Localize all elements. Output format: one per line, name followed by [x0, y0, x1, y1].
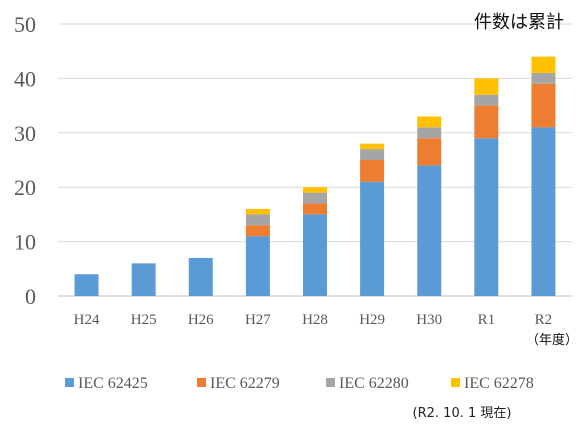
y-tick-label-50: 50 — [14, 12, 36, 37]
bar-R2-series-4 — [531, 56, 556, 73]
bar-H28-series-1 — [303, 214, 327, 296]
bar-R1-series-3 — [474, 94, 499, 106]
bar-R2-series-3 — [531, 72, 556, 84]
x-axis-label: （年度） — [526, 332, 578, 348]
bar-H26-series-1 — [188, 257, 213, 296]
bars — [74, 56, 556, 296]
y-axis-ticks: 0 10 20 30 40 50 — [14, 12, 36, 309]
legend-label-2: IEC 62279 — [210, 375, 280, 392]
bar-H30-series-1 — [417, 165, 442, 296]
x-tick-label-H27: H27 — [245, 312, 271, 328]
legend-swatch-3 — [326, 378, 335, 387]
bar-H29-series-2 — [360, 160, 385, 182]
cumulative-note: 件数は累計 — [474, 12, 564, 33]
bar-H25-series-1 — [131, 263, 156, 296]
x-tick-label-H28: H28 — [302, 312, 328, 328]
bar-H29-series-4 — [360, 143, 385, 150]
legend: IEC 62425 IEC 62279 IEC 62280 IEC 62278 — [65, 375, 534, 392]
bar-R2-series-2 — [531, 83, 556, 128]
legend-label-4: IEC 62278 — [464, 375, 534, 392]
legend-swatch-2 — [197, 378, 206, 387]
y-tick-label-0: 0 — [25, 284, 36, 309]
x-tick-label-H29: H29 — [359, 312, 385, 328]
legend-swatch-4 — [451, 378, 460, 387]
x-tick-label-H25: H25 — [131, 312, 157, 328]
bar-H24-series-1 — [74, 274, 99, 296]
x-tick-label-H24: H24 — [74, 312, 100, 328]
bar-R2-series-1 — [531, 127, 556, 296]
y-tick-label-10: 10 — [14, 230, 36, 255]
bar-H27-series-4 — [245, 208, 270, 215]
bar-H28-series-3 — [303, 192, 327, 204]
bar-H30-series-4 — [417, 116, 442, 128]
y-tick-label-30: 30 — [14, 121, 36, 146]
bar-H27-series-1 — [245, 236, 270, 296]
bar-R1-series-2 — [474, 105, 499, 139]
bar-H28-series-4 — [303, 187, 327, 193]
bar-H29-series-3 — [360, 149, 385, 160]
x-axis-ticks: H24 H25 H26 H27 H28 H29 H30 R1 R2 — [74, 312, 553, 328]
x-tick-label-R2: R2 — [535, 312, 553, 328]
as-of-note: (R2. 10. 1 現在) — [413, 406, 512, 421]
x-tick-label-H30: H30 — [416, 312, 442, 328]
legend-label-3: IEC 62280 — [339, 375, 409, 392]
y-tick-label-40: 40 — [14, 66, 36, 91]
bar-R1-series-4 — [474, 78, 499, 95]
bar-H30-series-3 — [417, 127, 442, 139]
bar-H27-series-2 — [245, 225, 270, 237]
y-tick-label-20: 20 — [14, 175, 36, 200]
bar-H28-series-2 — [303, 203, 327, 215]
bar-H29-series-1 — [360, 181, 385, 296]
bar-H30-series-2 — [417, 138, 442, 166]
legend-label-1: IEC 62425 — [78, 375, 148, 392]
x-tick-label-H26: H26 — [188, 312, 214, 328]
x-tick-label-R1: R1 — [478, 312, 496, 328]
legend-swatch-1 — [65, 378, 74, 387]
bar-R1-series-1 — [474, 138, 499, 296]
bar-H27-series-3 — [245, 214, 270, 226]
